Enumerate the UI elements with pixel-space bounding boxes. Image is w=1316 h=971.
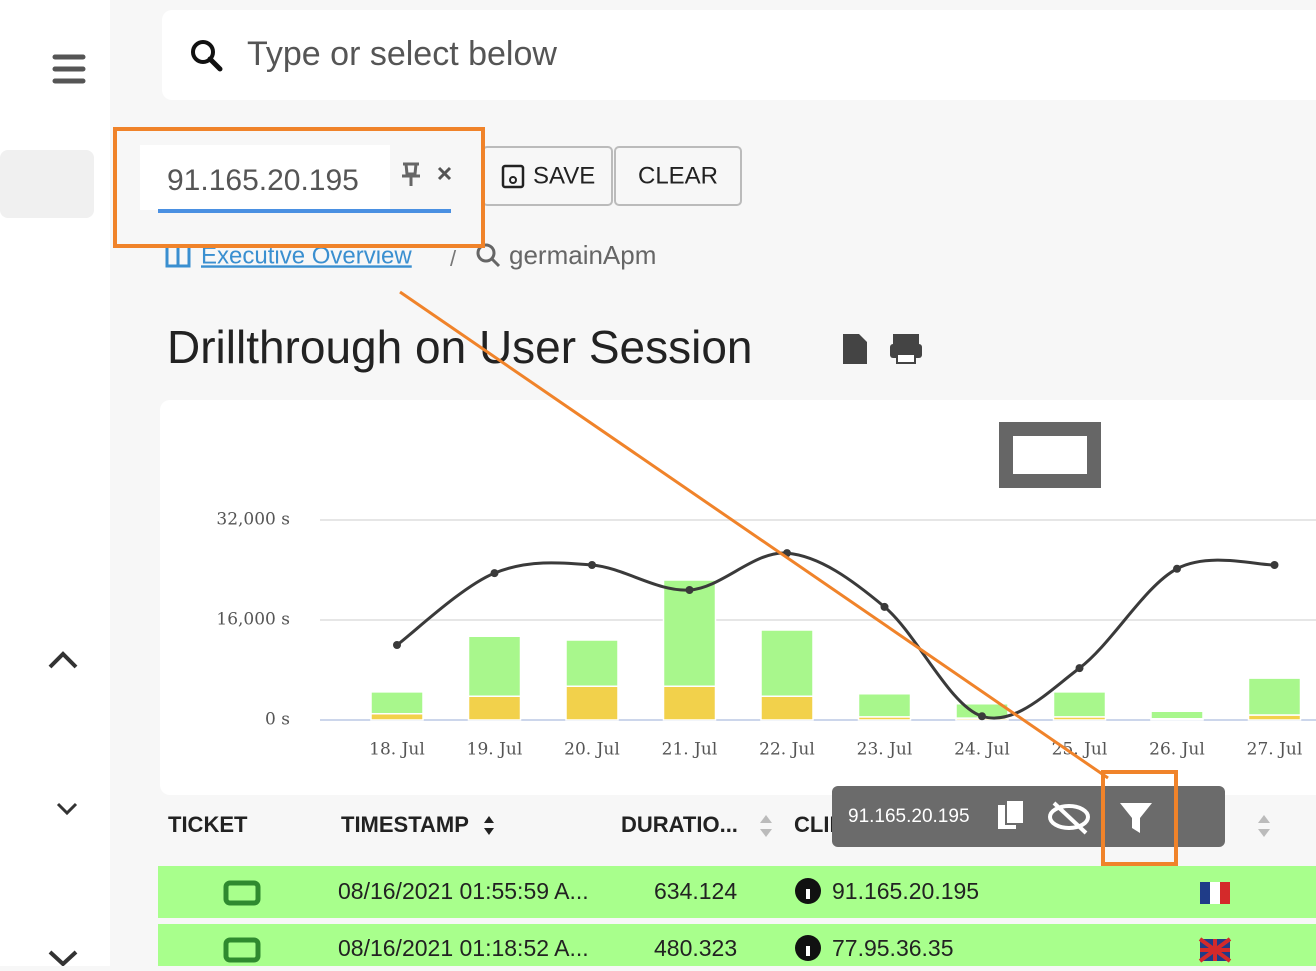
- flag-stripe: [1220, 882, 1230, 904]
- highlight-box: [113, 127, 485, 248]
- csv-icon[interactable]: [843, 334, 867, 364]
- info-mark: [806, 889, 810, 899]
- bar-segment: [370, 713, 424, 721]
- annotation-arrow: [399, 290, 1109, 780]
- bar-segment: [467, 695, 522, 721]
- x-tick-label: 22. Jul: [759, 740, 815, 760]
- zoom-icon: [476, 243, 496, 263]
- x-tick-label: 19. Jul: [467, 740, 523, 760]
- line-point: [588, 561, 596, 569]
- line-point: [978, 712, 986, 721]
- line-point: [1270, 561, 1279, 569]
- table-cell: 91.165.20.195: [832, 878, 979, 904]
- bar-segment: [760, 629, 814, 697]
- chip-underline: [158, 209, 451, 213]
- page-title: Drillthrough on User Session: [167, 321, 753, 373]
- table-row[interactable]: [158, 924, 1316, 971]
- table-cell: 77.95.36.35: [832, 935, 954, 961]
- chart-card: [160, 400, 1316, 795]
- x-tick-label: 20. Jul: [564, 740, 620, 760]
- line-point: [1075, 664, 1084, 673]
- search-bar[interactable]: [162, 10, 1316, 100]
- bar-segment: [857, 693, 912, 718]
- filter-icon[interactable]: [1120, 803, 1152, 833]
- bar-segment: [1150, 710, 1204, 720]
- info-mark: [806, 946, 810, 956]
- y-tick-label: 16,000 s: [216, 610, 290, 630]
- column-header[interactable]: TIMESTAMP: [341, 812, 469, 837]
- y-tick-label: 0 s: [265, 710, 290, 730]
- tooltip-text: 91.165.20.195: [848, 806, 970, 827]
- expand[interactable]: [56, 802, 78, 816]
- highlight-box: [1101, 770, 1178, 866]
- scroll-up[interactable]: [48, 651, 78, 669]
- chart-placeholder-box: [999, 422, 1101, 488]
- flag-stripe: [1200, 882, 1210, 904]
- filter-chip-text: 91.165.20.195: [167, 164, 359, 197]
- line-point: [1173, 564, 1181, 573]
- line-point: [393, 641, 401, 649]
- sort-icon[interactable]: [760, 815, 772, 837]
- line-point: [880, 602, 889, 611]
- table-row[interactable]: [158, 866, 1316, 918]
- save-label: SAVE: [533, 162, 595, 189]
- tooltip: [832, 786, 1225, 847]
- bar-segment: [1247, 677, 1302, 716]
- clear-label: CLEAR: [638, 162, 718, 189]
- remove-icon[interactable]: [437, 166, 452, 181]
- table-cell: 08/16/2021 01:55:59 A...: [338, 878, 589, 904]
- table-cell: 634.124: [654, 878, 737, 904]
- breadcrumb-current: germainApm: [509, 240, 656, 270]
- table-cell: 08/16/2021 01:18:52 A...: [338, 935, 589, 961]
- sort-icon[interactable]: [484, 816, 494, 835]
- column-header[interactable]: DURATIO...: [621, 812, 738, 837]
- breadcrumb-separator: /: [450, 246, 457, 271]
- line: [396, 551, 1275, 720]
- chart: 0 s 16,000 s 32,000 s 18. Jul 19. Jul 20. Jul…: [216, 510, 1316, 760]
- x-tick-label: 27. Jul: [1247, 740, 1303, 760]
- y-tick-label: 32,000 s: [216, 510, 290, 530]
- bar-segment: [662, 685, 717, 721]
- bar-segment: [565, 685, 619, 721]
- filter-chip[interactable]: [140, 145, 390, 210]
- search-placeholder: Type or select below: [247, 35, 557, 73]
- sort-icon[interactable]: [1258, 815, 1270, 837]
- table-cell: 480.323: [654, 935, 737, 961]
- hide-icon[interactable]: [1048, 804, 1090, 830]
- x-tick-label: 18. Jul: [369, 740, 425, 760]
- bar-segment: [565, 639, 619, 687]
- bar-segment: [662, 579, 717, 687]
- ticket-icon: [223, 880, 261, 906]
- sidebar: [0, 0, 110, 966]
- x-tick-label: 21. Jul: [662, 740, 718, 760]
- bar-segment: [1052, 691, 1107, 718]
- pin-icon[interactable]: [402, 162, 420, 186]
- x-tick-label: 25. Jul: [1052, 740, 1108, 760]
- clear-button[interactable]: [614, 146, 742, 206]
- sidebar-item[interactable]: [0, 150, 94, 218]
- scroll-down[interactable]: [48, 950, 78, 967]
- line-point: [685, 586, 694, 594]
- x-tick-label: 26. Jul: [1149, 740, 1205, 760]
- column-header: TICKET: [168, 812, 248, 837]
- flag-cross: [1198, 937, 1232, 963]
- x-tick-label: 23. Jul: [857, 740, 913, 760]
- bar-segment: [467, 635, 522, 697]
- line-point: [490, 569, 499, 578]
- search-icon: [191, 40, 215, 64]
- bar-segment: [370, 691, 424, 715]
- ticket-icon: [223, 937, 261, 963]
- bar-segment: [760, 695, 814, 721]
- menu-button[interactable]: [52, 54, 86, 84]
- x-tick-label: 24. Jul: [954, 740, 1010, 760]
- print-icon[interactable]: [893, 334, 919, 344]
